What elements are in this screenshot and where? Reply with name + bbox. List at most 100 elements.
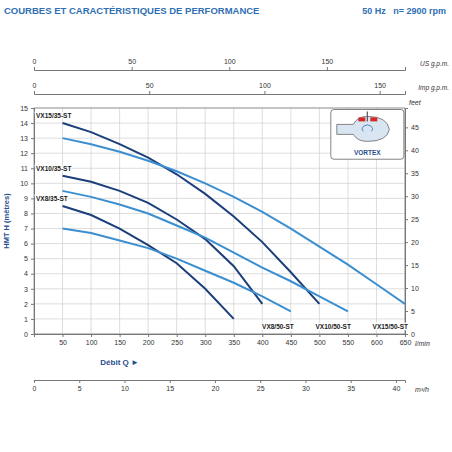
- x2-tick-mark: [215, 380, 216, 383]
- y-axis-title: HMT H (mètres): [2, 193, 11, 249]
- y-tick-label: 6: [24, 240, 28, 247]
- x-tick-mark: [376, 334, 377, 337]
- grid: [34, 108, 405, 334]
- grid-line-x: [119, 108, 120, 334]
- plot-frame: [34, 108, 405, 334]
- top1-tick: 0: [33, 82, 37, 94]
- x-tick-mark: [148, 334, 149, 337]
- x-tick: 500: [314, 334, 326, 346]
- y-tick: 11: [21, 165, 34, 172]
- y2-tick-label: 35: [411, 170, 419, 177]
- x-axis-title: Débit Q ►: [100, 358, 139, 367]
- x-tick-label: 100: [86, 339, 98, 346]
- y2-axis-line: [406, 109, 409, 335]
- y2-axis-title: feet: [409, 99, 422, 106]
- y-tick-label: 13: [20, 135, 28, 142]
- y2-tick-label: 30: [411, 193, 419, 200]
- top0-tick: 100: [224, 58, 236, 70]
- y-tick-label: 14: [20, 120, 28, 127]
- x-tick-mark: [291, 334, 292, 337]
- top0-axis-line: [35, 67, 406, 71]
- y-tick-mark: [31, 244, 34, 245]
- y-tick-mark: [31, 108, 34, 109]
- grid-line-y: [34, 258, 405, 259]
- x2-tick-label: 40: [393, 385, 401, 392]
- y-tick-label: 1: [24, 316, 28, 323]
- y2-tick: 15: [405, 262, 419, 269]
- x-tick-label: 250: [171, 339, 183, 346]
- x-unit-label: l/min: [415, 340, 430, 347]
- series-line: [63, 206, 234, 319]
- series-label: VX10/35-ST: [36, 165, 71, 172]
- x2-tick-label: 0: [33, 385, 37, 392]
- x-tick-label: 450: [286, 339, 298, 346]
- inset-pump-body: [337, 116, 390, 141]
- y-tick: 5: [24, 255, 34, 262]
- top0-tick-label: 100: [224, 58, 236, 65]
- x-tick-label: 350: [228, 339, 240, 346]
- y2-tick-label: 10: [411, 285, 419, 292]
- grid-line-x: [290, 108, 291, 334]
- y-tick: 3: [24, 286, 34, 293]
- subtitle: 50 Hz n= 2900 rpm: [362, 6, 446, 16]
- y-tick-label: 9: [24, 195, 28, 202]
- x2-tick: 25: [257, 380, 265, 392]
- y2-tick-mark: [405, 311, 408, 312]
- x-tick-label: 600: [371, 339, 383, 346]
- y2-tick-mark: [405, 196, 408, 197]
- grid-line-x: [233, 108, 234, 334]
- y2-tick: 25: [405, 216, 419, 223]
- series-label: VX10/50-ST: [316, 323, 351, 330]
- x2-tick: 5: [78, 380, 82, 392]
- grid-line-x: [262, 108, 263, 334]
- inset-label: VORTEX: [354, 149, 381, 156]
- x-tick: 400: [257, 334, 269, 346]
- x2-tick-mark: [170, 380, 171, 383]
- y-tick-mark: [31, 213, 34, 214]
- x-axis: 50100150200250300350400450500550600650: [35, 334, 412, 346]
- x-tick-mark: [262, 334, 263, 337]
- x-tick-mark: [234, 334, 235, 337]
- y-tick: 13: [20, 135, 34, 142]
- series-label: VX15/50-ST: [373, 323, 408, 330]
- y-tick-label: 4: [24, 270, 28, 277]
- x-tick: 300: [200, 334, 212, 346]
- grid-line-x: [91, 108, 92, 334]
- top0-tick-mark: [327, 67, 328, 70]
- series-label: VX15/35-ST: [36, 112, 71, 119]
- x2-tick-mark: [124, 380, 125, 383]
- y-tick: 7: [24, 225, 34, 232]
- series-line: [63, 229, 291, 312]
- top1-tick-mark: [149, 91, 150, 94]
- y-tick-label: 2: [24, 301, 28, 308]
- top1-tick: 150: [374, 82, 386, 94]
- y2-tick-mark: [405, 219, 408, 220]
- y-tick-label: 0: [24, 331, 28, 338]
- x2-tick-mark: [79, 380, 80, 383]
- y-tick: 14: [20, 120, 34, 127]
- grid-line-y: [34, 183, 405, 184]
- y2-tick-label: 40: [411, 147, 419, 154]
- series-line: [63, 191, 348, 312]
- y-axis-line: [31, 109, 35, 335]
- grid-line-x: [319, 108, 320, 334]
- y-tick: 0: [24, 331, 34, 338]
- top0-tick-label: 50: [128, 58, 136, 65]
- y2-tick: 45: [405, 124, 419, 131]
- x2-tick: 20: [212, 380, 220, 392]
- x-tick-label: 150: [114, 339, 126, 346]
- series-line: [63, 138, 405, 304]
- x-tick-label: 400: [257, 339, 269, 346]
- top0-tick-mark: [132, 67, 133, 70]
- y-tick: 1: [24, 316, 34, 323]
- x2-tick-mark: [305, 380, 306, 383]
- y-tick-label: 12: [20, 150, 28, 157]
- y-tick-mark: [31, 153, 34, 154]
- top1-tick-mark: [34, 91, 35, 94]
- x2-tick: 40: [393, 380, 401, 392]
- x-tick: 100: [86, 334, 98, 346]
- x-tick-label: 500: [314, 339, 326, 346]
- y2-tick-label: 25: [411, 216, 419, 223]
- inset-impeller: [370, 117, 377, 121]
- top1-axis-line: [35, 91, 406, 95]
